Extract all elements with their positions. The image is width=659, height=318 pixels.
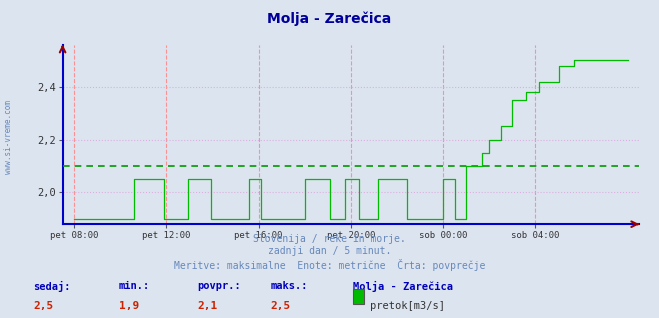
Text: Molja - Zarečica: Molja - Zarečica xyxy=(268,11,391,26)
Text: povpr.:: povpr.: xyxy=(198,281,241,291)
Text: Slovenija / reke in morje.: Slovenija / reke in morje. xyxy=(253,234,406,244)
Text: maks.:: maks.: xyxy=(270,281,308,291)
Text: zadnji dan / 5 minut.: zadnji dan / 5 minut. xyxy=(268,246,391,256)
Text: 2,5: 2,5 xyxy=(33,301,53,310)
Text: Meritve: maksimalne  Enote: metrične  Črta: povprečje: Meritve: maksimalne Enote: metrične Črta… xyxy=(174,259,485,271)
Text: sedaj:: sedaj: xyxy=(33,281,71,293)
Text: www.si-vreme.com: www.si-vreme.com xyxy=(4,100,13,174)
Text: 1,9: 1,9 xyxy=(119,301,139,310)
Text: pretok[m3/s]: pretok[m3/s] xyxy=(370,301,445,310)
Text: Molja - Zarečica: Molja - Zarečica xyxy=(353,281,453,293)
Text: 2,5: 2,5 xyxy=(270,301,291,310)
Text: min.:: min.: xyxy=(119,281,150,291)
Text: 2,1: 2,1 xyxy=(198,301,218,310)
